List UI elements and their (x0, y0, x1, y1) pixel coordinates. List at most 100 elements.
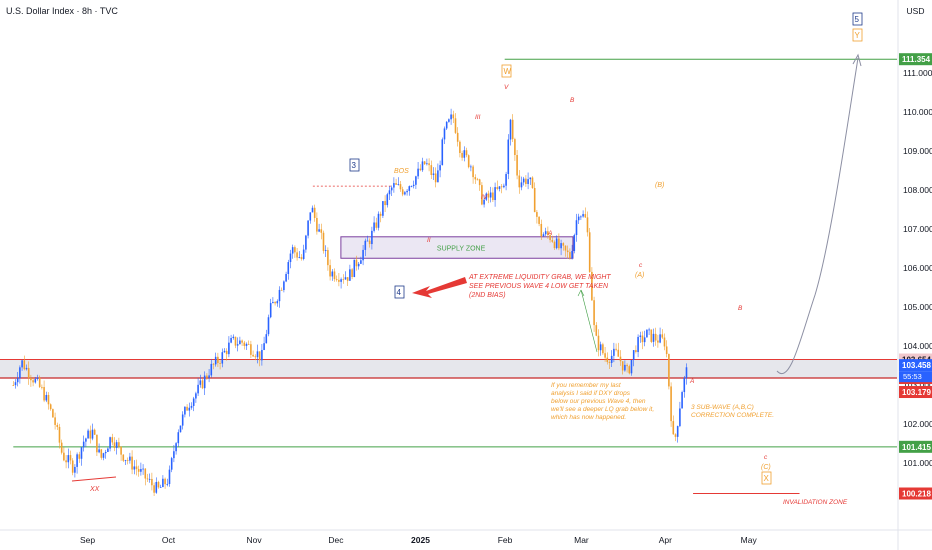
candles-layer (12, 108, 688, 496)
candle-body (89, 430, 92, 439)
candle-body (639, 335, 642, 337)
candle-body (547, 231, 549, 236)
candle-body (137, 469, 140, 472)
candle-body (518, 175, 521, 188)
wave-box (501, 64, 512, 78)
candle-body (221, 352, 224, 364)
candle-body (287, 262, 290, 275)
candle-body (87, 430, 89, 439)
candle-body (626, 364, 628, 367)
candle-body (228, 342, 230, 355)
candle-body (274, 302, 276, 304)
currency-label[interactable]: USD (906, 6, 925, 16)
candle-body (386, 194, 389, 206)
time-tick-label: 2025 (411, 535, 430, 545)
candle-body (269, 303, 272, 318)
candle-body (646, 329, 648, 338)
candle-body (212, 363, 215, 365)
candle-body (404, 192, 406, 195)
candle-body (247, 343, 250, 345)
candle-body (643, 337, 646, 343)
countdown-box (899, 371, 932, 383)
candle-body (309, 212, 312, 221)
price-tick-label: 104.000 (903, 341, 932, 351)
wave-label: 5 (855, 15, 860, 24)
candle-body (12, 385, 15, 386)
wave-label: 4 (397, 288, 402, 297)
candle-body (410, 186, 413, 187)
candle-body (23, 360, 26, 370)
candle-body (241, 340, 243, 343)
candle-body (507, 139, 510, 175)
candle-body (25, 367, 28, 370)
candle-body (80, 447, 83, 459)
candle-body (558, 238, 560, 249)
candle-body (30, 378, 32, 381)
candle-body (423, 161, 426, 165)
candle-body (527, 179, 529, 184)
candle-body (536, 212, 538, 217)
candle-body (252, 354, 254, 357)
price-axis[interactable]: 101.000 102.000 103.000 104.000 105.000 106.0… (897, 0, 932, 550)
time-tick-label: Apr (659, 535, 672, 545)
candle-body (467, 155, 470, 168)
candle-body (302, 249, 305, 259)
candle-body (272, 302, 274, 304)
candle-body (610, 355, 613, 363)
candle-body (41, 386, 43, 388)
wave-box (394, 285, 405, 299)
candle-body (445, 121, 448, 129)
candle-body (322, 232, 325, 251)
candle-body (307, 220, 309, 236)
candle-body (555, 238, 558, 249)
candle-body (162, 478, 164, 488)
candle-body (514, 139, 516, 156)
candle-body (606, 357, 609, 363)
supply-zone (340, 236, 574, 259)
candle-body (415, 176, 417, 185)
candle-body (397, 184, 400, 185)
candle-body (254, 356, 257, 358)
candle-body (181, 414, 184, 426)
candle-body (406, 190, 408, 193)
candle-body (654, 333, 657, 341)
annotation-text: c (639, 262, 643, 269)
candle-body (223, 350, 226, 353)
annotation-text: which has now happened. (551, 414, 626, 421)
candle-body (195, 393, 197, 399)
time-tick-label: Sep (80, 535, 95, 545)
candle-body (133, 466, 136, 470)
candle-body (670, 386, 672, 422)
annotation-text: If you remember my last (551, 382, 622, 389)
candle-body (630, 359, 633, 374)
candle-body (439, 165, 441, 171)
candle-body (434, 173, 437, 183)
candle-body (417, 168, 419, 177)
candle-body (93, 429, 96, 435)
candle-body (674, 434, 677, 437)
candle-body (120, 446, 122, 455)
annotation-text: II (427, 237, 431, 244)
wave-label: W (504, 67, 512, 76)
candle-body (602, 344, 604, 354)
wave-label: X (764, 474, 770, 483)
time-axis[interactable]: Sep Oct Nov Dec 2025 Feb Mar Apr May (0, 529, 932, 545)
candle-body (296, 252, 298, 258)
candle-body (168, 469, 171, 484)
candle-body (683, 377, 686, 393)
candle-body (184, 406, 186, 415)
candle-body (377, 213, 380, 228)
note-pointer-line (580, 289, 598, 353)
candle-body (342, 279, 345, 281)
candle-body (459, 141, 461, 153)
candle-body (148, 478, 151, 480)
candle-body (362, 249, 364, 261)
level-lines (13, 58, 897, 494)
candle-body (591, 271, 593, 301)
candle-body (144, 468, 147, 479)
candle-body (628, 366, 631, 374)
annotation-text: (B) (655, 182, 664, 189)
candle-body (661, 334, 664, 338)
candle-body (45, 394, 48, 401)
